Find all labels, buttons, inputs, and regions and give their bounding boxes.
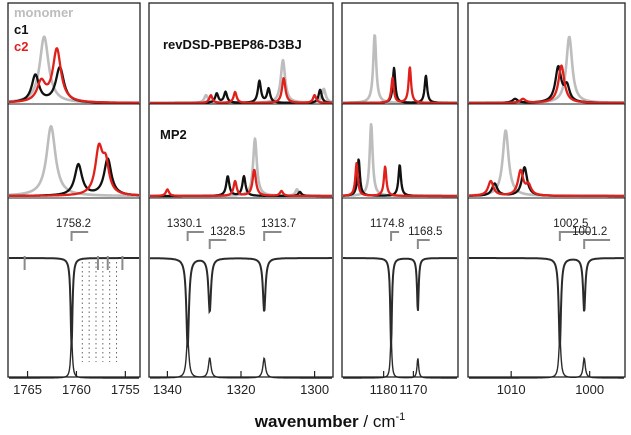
x-axis-label-exponent: -1 [396,411,406,423]
peak-bracket [208,239,227,249]
middle-spectrum-c2 [342,162,458,198]
panel-2: 1330.1 1328.5 1313.7 1340 1320 1300 [148,2,334,397]
method-label-mp2: MP2 [160,127,187,142]
top-spectrum-c2 [342,66,458,105]
peak-bracket [390,231,400,241]
peak-bracket [186,231,204,241]
peak-label: 1168.5 [408,226,442,238]
panel-3: 1174.8 1168.5 1180 1170 [341,2,459,397]
experimental-spectrum [150,338,332,379]
peak-bracket [416,239,430,249]
experimental-spectrum [9,338,139,379]
peak-label: 1001.2 [572,226,607,238]
middle-spectrum-c2 [149,168,333,198]
method-label-revdsd: revDSD-PBEP86-D3BJ [163,37,302,52]
x-tick-label: 1000 [575,382,604,397]
top-spectrum-c1 [149,79,333,105]
middle-spectrum-c1 [8,157,140,197]
peak-label: 1002.5 [553,218,588,230]
x-axis-label: wavenumber / cm-1 [254,411,406,431]
spectra-panels: 1758.2 1765 1760 1755 1330.1 1328.5 1313.7 1340… [7,2,626,397]
peak-label: 1313.7 [261,218,296,230]
peak-bracket [558,231,590,241]
x-tick-label: 1760 [62,382,91,397]
peak-label: 1328.5 [210,226,245,238]
legend-c1: c1 [14,22,28,37]
top-spectrum-c1 [342,66,458,105]
legend: monomer c1 c2 [14,5,73,54]
top-spectrum-monomer [342,34,458,105]
peak-label: 1174.8 [370,218,404,230]
x-tick-label: 1765 [13,382,42,397]
panel-frame [341,2,459,378]
x-axis-label-main: wavenumber [254,412,359,431]
x-tick-label: 1755 [111,382,140,397]
experimental-difference-spectrum [150,257,332,348]
x-tick-label: 1340 [153,382,182,397]
middle-spectrum-c2 [8,142,140,197]
top-spectrum-c1 [468,64,625,105]
top-spectrum-monomer [468,35,625,105]
x-tick-label: 1180 [370,382,398,397]
middle-spectrum-monomer [8,125,140,197]
x-tick-label: 1010 [497,382,526,397]
experimental-spectrum [343,338,457,379]
top-spectrum-c2 [8,47,140,104]
x-tick-label: 1170 [399,382,427,397]
panel-frame [467,2,626,378]
legend-monomer: monomer [14,5,73,20]
panel-1: 1758.2 1765 1760 1755 [7,2,141,397]
experimental-spectrum [469,338,624,379]
experimental-difference-spectrum [469,257,624,348]
x-tick-label: 1320 [227,382,256,397]
experimental-difference-spectrum [343,257,457,348]
top-spectrum-c2 [149,77,333,105]
peak-label: 1330.1 [167,218,202,230]
middle-spectrum-c2 [468,168,625,198]
peak-label: 1758.2 [56,218,91,230]
top-spectrum-c2 [468,64,625,105]
peak-bracket [263,231,282,241]
peak-bracket [583,239,611,249]
x-axis-label-unit: / cm [359,412,396,431]
panel-frame [7,2,141,378]
peak-bracket [70,231,89,241]
experimental-difference-spectrum [9,257,139,348]
legend-c2: c2 [14,39,28,54]
x-tick-label: 1300 [300,382,329,397]
top-spectrum-monomer [149,58,333,105]
